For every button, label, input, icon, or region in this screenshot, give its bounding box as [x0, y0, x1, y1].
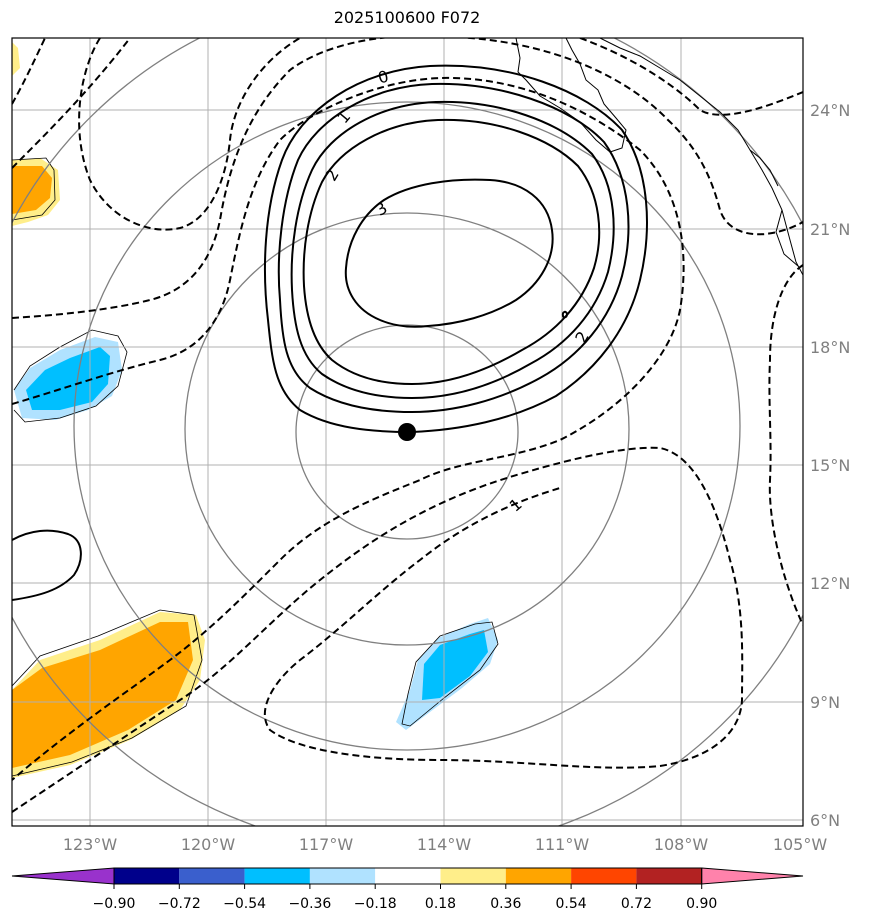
colorbar-bin: [375, 868, 441, 884]
colorbar-under-arrow: [11, 867, 115, 885]
anomaly-outlines: [12, 157, 499, 777]
colorbar-bin: [114, 868, 180, 884]
colorbar-over-arrow: [701, 867, 804, 885]
positive-anomaly-southwest-core: [12, 622, 193, 768]
colorbar-label: −0.36: [288, 896, 331, 912]
colorbar-bin: [505, 868, 572, 884]
solid-contours: [12, 64, 648, 601]
lat-tick-label: 21°N: [810, 220, 850, 239]
lon-tick-label: 108°W: [654, 835, 709, 854]
lon-tick-label: 111°W: [535, 835, 590, 854]
colorbar-bin: [571, 868, 637, 884]
center-marker: [398, 423, 416, 441]
colorbar-label: −0.72: [158, 896, 201, 912]
colorbar-label: 0.90: [686, 896, 717, 912]
map-frame: [11, 37, 804, 827]
dashed-contours: [12, 38, 803, 813]
colorbar-label: 0.18: [425, 896, 456, 912]
longitude-labels: 123°W 120°W 117°W 114°W 111°W 108°W 105°…: [63, 835, 828, 854]
colorbar-label: 0.36: [490, 896, 521, 912]
colorbar-bin: [636, 868, 702, 884]
latitude-labels: 24°N 21°N 18°N 15°N 12°N 9°N 6°N: [810, 101, 850, 830]
range-rings: [12, 38, 803, 826]
colorbar-bin: [244, 868, 310, 884]
lat-tick-label: 12°N: [810, 574, 850, 593]
positive-anomaly-northwest-core: [12, 166, 52, 214]
colorbar-bin: [440, 868, 506, 884]
lon-tick-label: 120°W: [181, 835, 236, 854]
positive-anomaly-corner: [12, 42, 20, 76]
contour-label: 0: [376, 66, 391, 87]
negative-anomaly-south-core: [422, 630, 488, 700]
lat-tick-label: 9°N: [810, 693, 840, 712]
colorbar-label: −0.18: [354, 896, 397, 912]
lon-tick-label: 114°W: [417, 835, 472, 854]
colorbar-bin: [309, 868, 376, 884]
map-title: 2025100600 F072: [333, 8, 481, 27]
colorbar-label: 0.72: [621, 896, 652, 912]
lat-tick-label: 15°N: [810, 456, 850, 475]
colorbar-label: −0.90: [93, 896, 136, 912]
lat-tick-label: 18°N: [810, 338, 850, 357]
lat-tick-label: 24°N: [810, 101, 850, 120]
anomaly-shading: [12, 42, 498, 778]
colorbar: −0.90 −0.72 −0.54 −0.36 −0.18 0.18 0.36 …: [11, 867, 804, 912]
lat-tick-label: 6°N: [810, 811, 840, 830]
lon-tick-label: 123°W: [63, 835, 118, 854]
colorbar-label: 0.54: [556, 896, 587, 912]
coastline: [515, 38, 803, 276]
colorbar-bin: [179, 868, 245, 884]
lon-tick-label: 117°W: [299, 835, 354, 854]
lon-tick-label: 105°W: [773, 835, 828, 854]
colorbar-label: −0.54: [223, 896, 266, 912]
